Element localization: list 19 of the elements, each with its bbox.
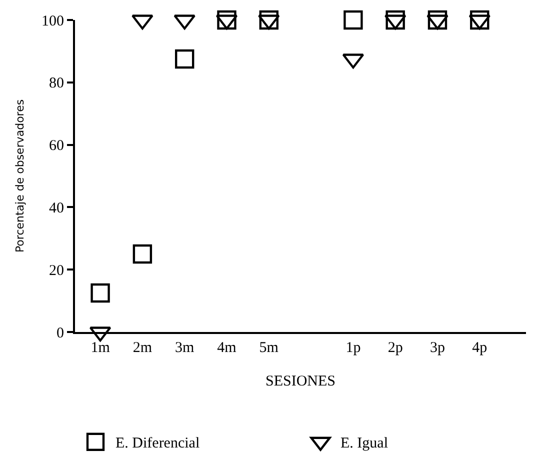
x-axis-title: SESIONES (265, 374, 336, 390)
y-tick-label: 100 (42, 13, 64, 30)
x-tick-label: 1m (90, 340, 110, 356)
legend-label: E. Diferencial (116, 436, 200, 452)
x-tick-label: 3m (175, 340, 195, 356)
x-tick-label: 5m (259, 340, 279, 356)
x-tick-label: 2m (132, 340, 152, 356)
y-axis-title: Porcentaje de observadores (14, 99, 27, 253)
x-tick-label: 3p (430, 340, 445, 356)
y-tick-label: 20 (49, 262, 64, 279)
x-tick-label: 4p (472, 340, 488, 356)
x-tick-label: 1p (346, 340, 361, 356)
x-tick-label: 2p (388, 340, 403, 356)
y-tick-label: 80 (49, 76, 64, 92)
legend-label: E. Igual (340, 436, 388, 452)
x-tick-label: 4m (217, 340, 237, 356)
y-tick-label: 40 (49, 200, 64, 216)
y-tick-label: 60 (49, 138, 64, 154)
y-tick-label: 0 (56, 325, 64, 342)
